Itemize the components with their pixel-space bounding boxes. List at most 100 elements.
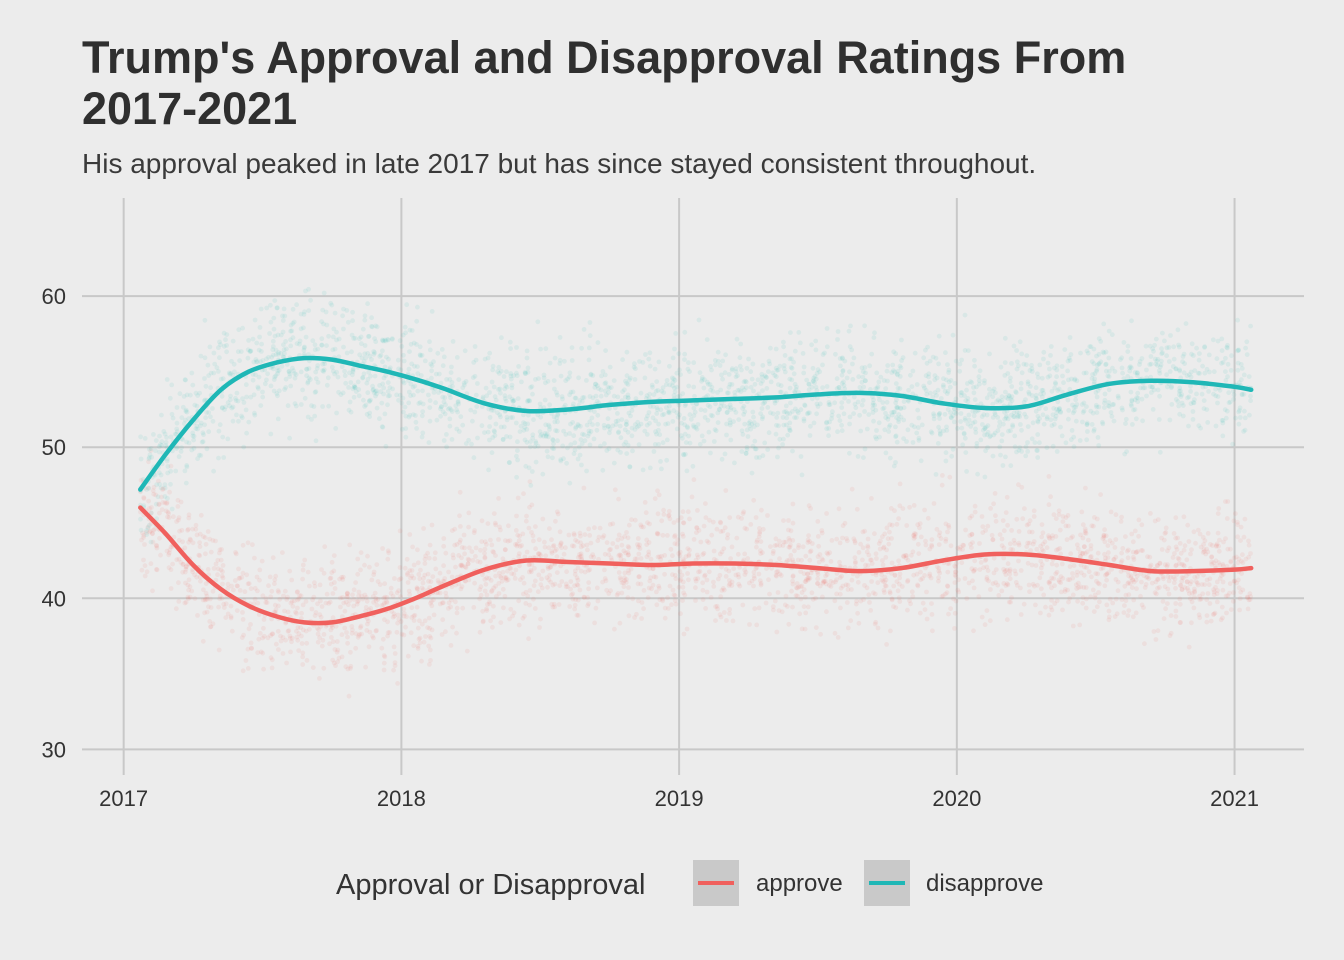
scatter-point — [1142, 385, 1148, 391]
scatter-point — [352, 383, 357, 389]
scatter-point — [824, 426, 830, 432]
scatter-point — [1102, 397, 1108, 403]
scatter-point — [723, 488, 729, 493]
scatter-point — [164, 548, 170, 554]
scatter-point — [208, 605, 214, 610]
scatter-point — [579, 556, 585, 562]
scatter-point — [462, 564, 468, 570]
scatter-point — [1068, 551, 1074, 557]
scatter-point — [938, 396, 944, 401]
scatter-point — [358, 550, 364, 555]
scatter-point — [398, 619, 404, 624]
scatter-point — [670, 572, 675, 578]
scatter-point — [701, 438, 707, 444]
scatter-point — [490, 624, 495, 630]
scatter-point — [1031, 514, 1037, 519]
scatter-point — [979, 614, 985, 620]
scatter-point — [729, 579, 735, 585]
scatter-point — [559, 579, 565, 584]
scatter-point — [1123, 592, 1129, 598]
scatter-point — [471, 455, 477, 461]
scatter-point — [625, 550, 631, 555]
scatter-point — [684, 626, 690, 632]
scatter-point — [270, 338, 276, 344]
scatter-point — [1151, 629, 1157, 634]
scatter-point — [1129, 318, 1134, 324]
scatter-point — [1082, 526, 1088, 532]
scatter-point — [287, 568, 293, 574]
scatter-point — [632, 517, 638, 523]
scatter-point — [355, 379, 361, 385]
scatter-point — [590, 552, 596, 557]
scatter-point — [1102, 583, 1108, 589]
scatter-point — [1171, 531, 1177, 536]
scatter-point — [927, 571, 933, 577]
scatter-point — [859, 402, 865, 408]
scatter-point — [1197, 597, 1203, 602]
scatter-point — [617, 552, 623, 558]
scatter-point — [381, 391, 386, 397]
scatter-point — [593, 605, 599, 611]
scatter-point — [1113, 554, 1119, 560]
scatter-point — [780, 543, 786, 548]
scatter-point — [235, 583, 241, 589]
scatter-point — [1128, 356, 1134, 361]
scatter-point — [1220, 615, 1225, 621]
scatter-point — [875, 625, 881, 631]
scatter-point — [324, 343, 329, 348]
scatter-point — [239, 415, 245, 421]
scatter-point — [666, 606, 671, 611]
scatter-point — [1094, 578, 1099, 584]
scatter-point — [1230, 598, 1236, 604]
scatter-point — [1246, 374, 1252, 379]
scatter-point — [141, 496, 147, 501]
scatter-point — [1008, 546, 1014, 552]
scatter-point — [982, 622, 988, 628]
scatter-point — [406, 400, 412, 406]
scatter-point — [889, 597, 895, 603]
scatter-point — [1083, 528, 1088, 534]
scatter-point — [751, 573, 757, 579]
scatter-point — [349, 349, 354, 355]
scatter-point — [969, 566, 975, 572]
scatter-point — [560, 443, 566, 449]
scatter-point — [1173, 535, 1179, 541]
scatter-point — [801, 364, 807, 370]
scatter-point — [536, 572, 542, 578]
scatter-point — [834, 376, 840, 382]
scatter-point — [915, 522, 921, 528]
scatter-disapprove — [138, 286, 1254, 545]
scatter-point — [329, 570, 335, 575]
scatter-point — [240, 610, 245, 615]
scatter-point — [1228, 368, 1234, 373]
scatter-point — [911, 533, 916, 538]
scatter-point — [449, 584, 455, 590]
scatter-point — [383, 443, 389, 449]
scatter-point — [936, 411, 942, 417]
scatter-point — [516, 622, 522, 628]
scatter-point — [751, 583, 756, 589]
scatter-point — [225, 611, 231, 617]
scatter-point — [349, 630, 355, 636]
scatter-point — [312, 342, 318, 348]
scatter-point — [838, 605, 843, 611]
scatter-point — [884, 547, 889, 553]
scatter-point — [411, 575, 417, 581]
scatter-point — [554, 509, 560, 515]
scatter-point — [1168, 630, 1174, 636]
scatter-point — [439, 632, 445, 637]
scatter-point — [529, 562, 535, 567]
scatter-point — [558, 540, 564, 546]
scatter-point — [958, 411, 964, 416]
scatter-point — [1039, 570, 1044, 576]
scatter-point — [141, 557, 146, 563]
scatter-point — [769, 565, 774, 571]
scatter-point — [1145, 554, 1150, 560]
scatter-point — [1038, 565, 1044, 571]
scatter-point — [333, 663, 338, 669]
scatter-point — [397, 528, 403, 534]
scatter-point — [757, 529, 763, 535]
scatter-point — [1143, 343, 1149, 349]
scatter-point — [1169, 402, 1175, 407]
scatter-point — [865, 545, 871, 550]
